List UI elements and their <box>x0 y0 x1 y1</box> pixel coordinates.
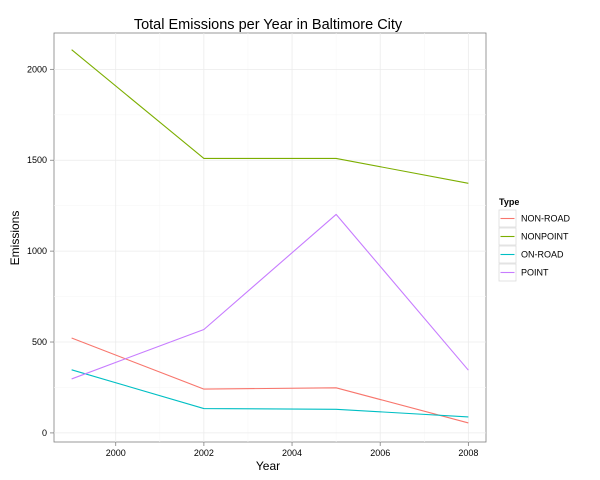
y-tick-label: 1500 <box>27 155 47 165</box>
legend-label-on-road: ON-ROAD <box>521 250 564 260</box>
y-tick-label: 500 <box>32 337 47 347</box>
y-tick-label: 1000 <box>27 246 47 256</box>
legend: Type NON-ROAD NONPOINT ON-ROAD POINT <box>498 197 570 282</box>
series-line-non-road <box>71 337 469 424</box>
x-axis-title: Year <box>256 459 280 473</box>
x-tick-label: 2000 <box>106 448 126 458</box>
x-tick-label: 2008 <box>458 448 478 458</box>
x-tick-label: 2002 <box>194 448 214 458</box>
legend-label-non-road: NON-ROAD <box>521 214 570 224</box>
chart-title: Total Emissions per Year in Baltimore Ci… <box>134 17 403 33</box>
legend-label-point: POINT <box>521 268 549 278</box>
legend-title: Type <box>499 197 519 207</box>
series-line-on-road <box>71 369 469 418</box>
x-tick-label: 2004 <box>282 448 302 458</box>
series-line-nonpoint <box>71 49 469 184</box>
plot-panel <box>53 32 487 443</box>
series-lines <box>71 49 469 424</box>
y-tick-label: 0 <box>42 428 47 438</box>
y-axis-title: Emissions <box>8 211 22 266</box>
y-tick-label: 2000 <box>27 64 47 74</box>
legend-label-nonpoint: NONPOINT <box>521 232 569 242</box>
series-line-point <box>71 213 469 380</box>
grid-lines <box>54 33 486 442</box>
axes: 2000 2002 2004 2006 2008 0 500 1000 1500 2000 <box>27 64 478 458</box>
x-tick-label: 2006 <box>370 448 390 458</box>
